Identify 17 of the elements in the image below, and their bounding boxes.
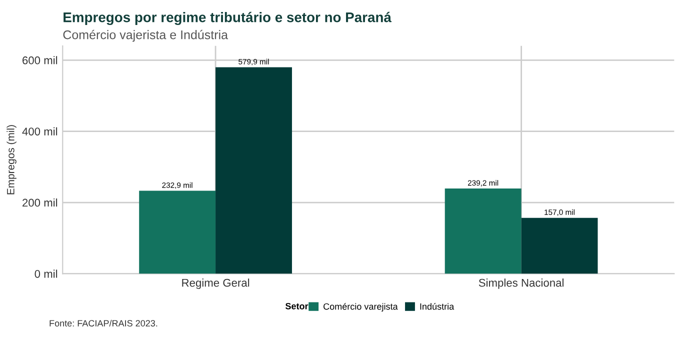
legend-title: Setor [285,302,308,310]
source-note: Fonte: FACIAP/RAIS 2023. [50,320,158,326]
bar [521,218,598,274]
bar [139,190,216,274]
y-axis-title: Empregos (mil) [6,125,16,194]
legend-label: Comércio varejista [324,302,398,312]
legend-label: Indústria [420,302,454,310]
x-tick-label: Regime Geral [182,278,250,289]
x-tick-label: Simples Nacional [478,278,564,289]
chart-title: Empregos por regime tributário e setor no Paraná [64,12,392,26]
bar [444,188,522,274]
y-tick-label: 400 mil [22,127,58,136]
bar [216,67,292,274]
y-tick-label: 200 mil [22,198,58,207]
chart-subtitle: Comércio vajerista e Indústria [63,30,228,42]
y-tick-label: 600 mil [22,56,58,64]
y-tick-label: 0 mil [34,270,58,278]
